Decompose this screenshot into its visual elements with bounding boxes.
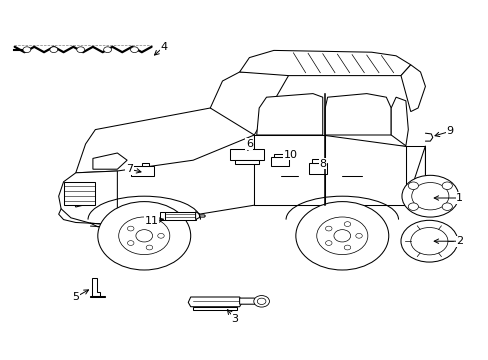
Polygon shape	[160, 212, 165, 220]
Circle shape	[344, 222, 350, 226]
Polygon shape	[131, 166, 154, 176]
Circle shape	[333, 230, 350, 242]
Text: 7: 7	[126, 164, 133, 174]
Polygon shape	[254, 135, 325, 205]
Polygon shape	[229, 149, 264, 160]
Circle shape	[325, 226, 331, 231]
Circle shape	[98, 202, 190, 270]
Circle shape	[119, 217, 169, 255]
Text: 1: 1	[455, 193, 462, 203]
Circle shape	[158, 233, 164, 238]
Circle shape	[257, 298, 265, 305]
Polygon shape	[210, 72, 288, 135]
Polygon shape	[325, 94, 390, 135]
Polygon shape	[256, 94, 322, 135]
Text: 2: 2	[455, 236, 462, 246]
Circle shape	[441, 203, 451, 211]
Bar	[63, 182, 95, 205]
Circle shape	[127, 240, 134, 246]
Circle shape	[407, 203, 418, 211]
Polygon shape	[234, 160, 259, 164]
Polygon shape	[188, 297, 242, 307]
Circle shape	[410, 228, 447, 255]
Polygon shape	[239, 50, 410, 76]
Circle shape	[146, 222, 152, 226]
Polygon shape	[311, 159, 322, 163]
Polygon shape	[325, 135, 405, 205]
Polygon shape	[271, 157, 288, 166]
Polygon shape	[90, 296, 105, 297]
Text: 6: 6	[245, 139, 252, 149]
Circle shape	[127, 226, 134, 231]
Polygon shape	[195, 212, 199, 220]
Polygon shape	[73, 198, 90, 207]
Polygon shape	[76, 108, 254, 173]
Text: 11: 11	[144, 216, 158, 226]
Polygon shape	[405, 146, 425, 205]
Text: 5: 5	[72, 292, 79, 302]
Polygon shape	[93, 153, 127, 169]
Polygon shape	[142, 163, 149, 166]
Polygon shape	[199, 215, 205, 217]
Polygon shape	[308, 163, 326, 174]
Polygon shape	[390, 97, 407, 146]
Circle shape	[316, 217, 367, 255]
Circle shape	[130, 47, 138, 53]
Polygon shape	[254, 135, 405, 205]
Circle shape	[50, 47, 58, 53]
Circle shape	[344, 245, 350, 250]
Circle shape	[441, 182, 451, 189]
Circle shape	[401, 175, 458, 217]
Circle shape	[407, 182, 418, 189]
Circle shape	[411, 183, 448, 210]
Circle shape	[400, 220, 457, 262]
Circle shape	[325, 240, 331, 246]
Circle shape	[103, 47, 111, 53]
Polygon shape	[59, 171, 117, 225]
Polygon shape	[273, 154, 284, 157]
Text: 4: 4	[160, 42, 167, 52]
Circle shape	[23, 47, 31, 53]
Polygon shape	[92, 278, 100, 296]
Circle shape	[295, 202, 388, 270]
Circle shape	[77, 47, 84, 53]
Text: 3: 3	[231, 314, 238, 324]
Circle shape	[146, 245, 152, 250]
Polygon shape	[165, 212, 195, 220]
Polygon shape	[193, 307, 237, 310]
Circle shape	[136, 230, 152, 242]
Text: 9: 9	[446, 126, 452, 136]
Polygon shape	[400, 65, 425, 112]
Text: 8: 8	[319, 159, 325, 169]
Text: 10: 10	[284, 150, 297, 160]
Polygon shape	[239, 298, 256, 304]
Circle shape	[355, 233, 362, 238]
Circle shape	[253, 296, 269, 307]
